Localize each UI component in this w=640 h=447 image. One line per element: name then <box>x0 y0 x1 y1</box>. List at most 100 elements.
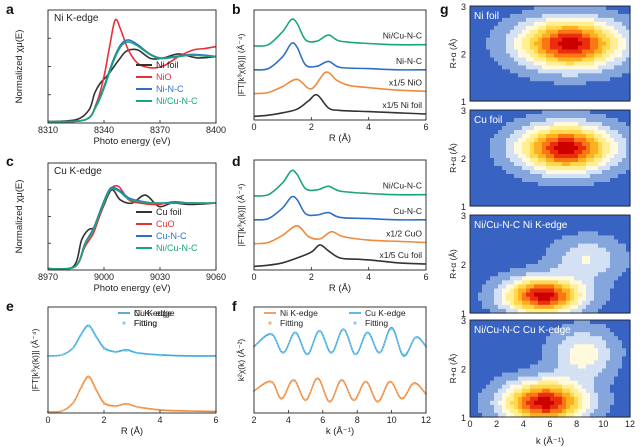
heatmap-cell <box>498 344 503 349</box>
heatmap-cell <box>562 231 567 237</box>
heatmap-cell <box>578 166 583 171</box>
heatmap-cell <box>606 280 611 286</box>
heatmap-cell <box>530 368 535 374</box>
heatmap-cell <box>526 73 531 78</box>
heatmap-cell <box>570 37 575 43</box>
heatmap-cell <box>610 178 615 183</box>
heatmap-cell <box>558 6 563 11</box>
heatmap-cell <box>494 247 499 253</box>
heatmap-cell <box>582 49 587 55</box>
heatmap-cell <box>594 110 599 115</box>
heatmap-cell <box>610 182 615 187</box>
heatmap-cell <box>606 368 611 374</box>
heatmap-cell <box>618 272 623 277</box>
heatmap-cell <box>498 69 503 74</box>
heatmap-cell <box>490 198 495 203</box>
heatmap-cell <box>530 57 535 63</box>
heatmap-cell <box>570 272 575 277</box>
heatmap-cell <box>574 61 579 66</box>
heatmap-cell <box>598 130 603 135</box>
heatmap-cell <box>570 77 575 82</box>
heatmap-cell <box>506 336 511 341</box>
heatmap-cell <box>606 13 611 19</box>
heatmap-cell <box>590 6 595 11</box>
heatmap-cell <box>534 276 539 281</box>
heatmap-cell <box>618 21 623 27</box>
heatmap-cell <box>502 41 507 47</box>
heatmap-cell <box>494 380 499 386</box>
heatmap-cell <box>546 356 551 362</box>
heatmap-cell <box>566 219 571 224</box>
heatmap-cell <box>482 404 487 410</box>
y-axis-label: Normalized χμ(E) <box>14 30 25 104</box>
heatmap-cell <box>610 340 615 345</box>
heatmap-cell <box>470 118 475 123</box>
heatmap-cell <box>494 368 499 374</box>
heatmap-cell <box>494 166 499 171</box>
heatmap-cell <box>550 332 555 337</box>
heatmap-cell <box>518 126 523 131</box>
heatmap-cell <box>626 396 631 402</box>
heatmap-cell <box>562 142 567 147</box>
heatmap-cell <box>578 296 583 302</box>
heatmap-cell <box>562 154 567 159</box>
heatmap-cell <box>558 53 563 59</box>
heatmap-cell <box>522 174 527 179</box>
heatmap-cell <box>586 41 591 47</box>
heatmap-cell <box>470 21 475 27</box>
heatmap-cell <box>506 255 511 261</box>
heatmap-cell <box>534 17 539 23</box>
heatmap-cell <box>542 150 547 155</box>
heatmap-cell <box>602 93 607 98</box>
heatmap-cell <box>606 202 611 207</box>
heatmap-cell <box>546 65 551 70</box>
heatmap-cell <box>530 280 535 286</box>
heatmap-cell <box>562 65 567 70</box>
heatmap-cell <box>610 57 615 63</box>
heatmap-cell <box>522 110 527 115</box>
heatmap-cell <box>490 126 495 131</box>
heatmap-cell <box>470 89 475 94</box>
heatmap-cell <box>606 320 611 325</box>
heatmap-cell <box>470 288 475 294</box>
heatmap-cell <box>566 134 571 139</box>
heatmap-cell <box>562 255 567 261</box>
heatmap-cell <box>522 162 527 167</box>
heatmap-cell <box>498 300 503 306</box>
heatmap-cell <box>546 49 551 55</box>
heatmap-cell <box>570 73 575 78</box>
heatmap-cell <box>558 49 563 55</box>
heatmap-cell <box>566 81 571 86</box>
heatmap-cell <box>482 114 487 119</box>
legend-label: Ni/Cu-N-C <box>156 96 198 106</box>
heatmap-cell <box>506 247 511 253</box>
heatmap-cell <box>490 202 495 207</box>
heatmap-cell <box>494 182 499 187</box>
heatmap-cell <box>578 235 583 241</box>
heatmap-cell <box>546 235 551 241</box>
heatmap-cell <box>622 352 627 357</box>
heatmap-cell <box>530 400 535 406</box>
heatmap-cell <box>594 380 599 386</box>
heatmap-cell <box>494 126 499 131</box>
heatmap-cell <box>494 396 499 402</box>
heatmap-cell <box>538 404 543 410</box>
heatmap-cell <box>594 81 599 86</box>
heatmap-cell <box>510 396 515 402</box>
heatmap-cell <box>514 182 519 187</box>
heatmap-cell <box>470 255 475 261</box>
heatmap-cell <box>502 17 507 23</box>
heatmap-cell <box>574 150 579 155</box>
heatmap-cell <box>490 110 495 115</box>
heatmap-cell <box>522 45 527 51</box>
heatmap-cell <box>514 65 519 70</box>
heatmap-cell <box>606 223 611 228</box>
heatmap-cell <box>574 166 579 171</box>
heatmap-cell <box>626 81 631 86</box>
heatmap-cell <box>470 380 475 386</box>
heatmap-cell <box>518 85 523 90</box>
heatmap-cell <box>550 336 555 341</box>
heatmap-cell <box>578 114 583 119</box>
heatmap-cell <box>478 6 483 11</box>
heatmap-cell <box>510 158 515 163</box>
